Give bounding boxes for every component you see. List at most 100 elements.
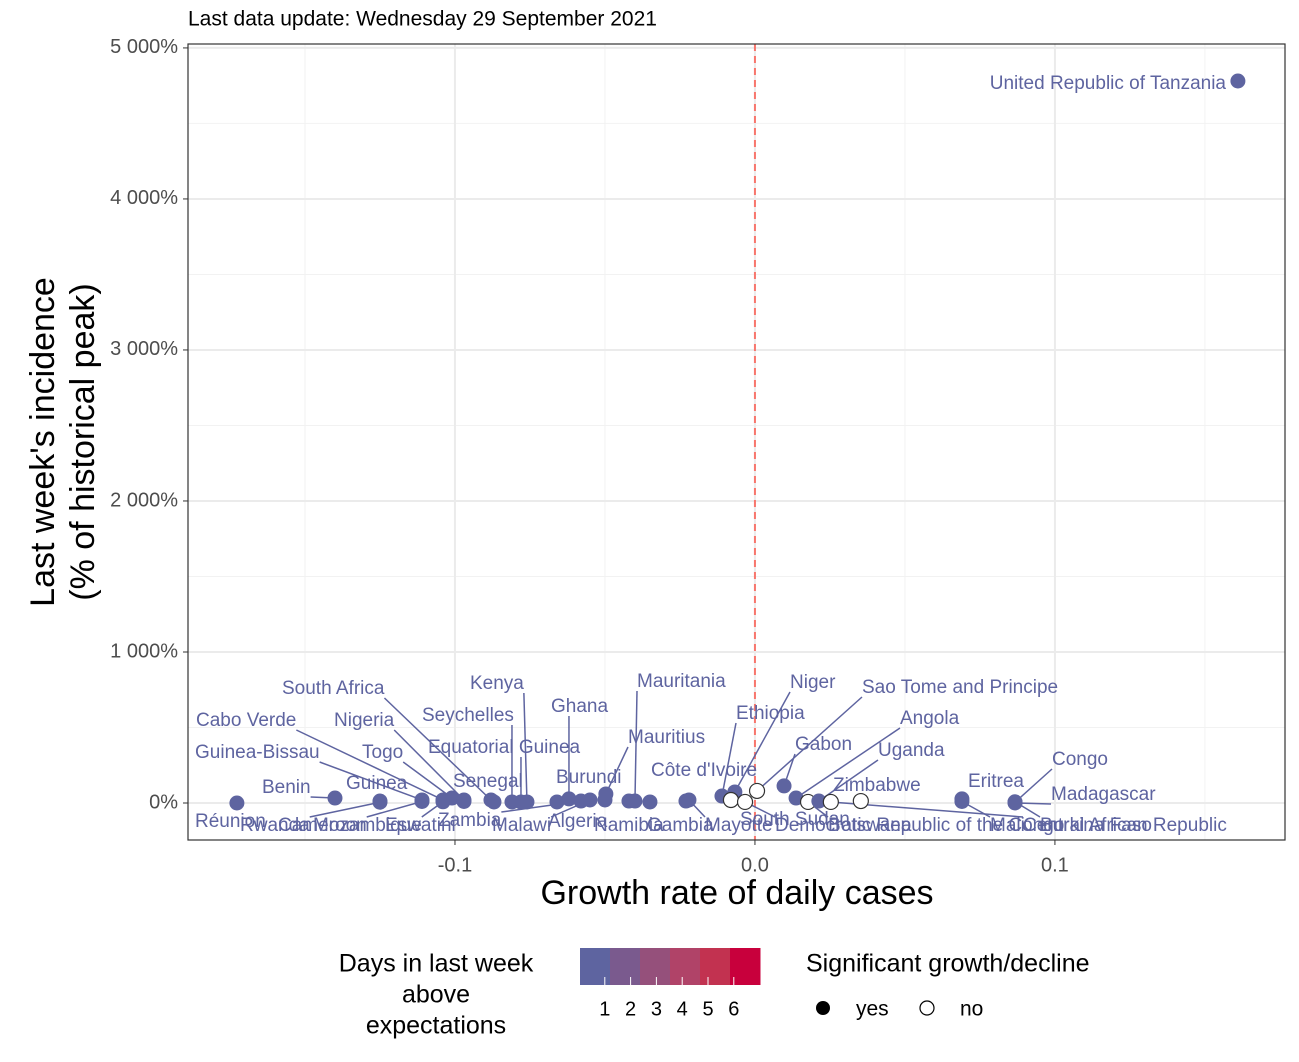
- point: [681, 792, 697, 808]
- point-label: Mali: [990, 815, 1025, 836]
- point-label: South Africa: [282, 678, 385, 699]
- leader-line: [383, 697, 492, 801]
- point-label: Zimbabwe: [833, 775, 921, 796]
- x-axis-title: Growth rate of daily cases: [540, 874, 933, 912]
- legend-tick-label: 2: [625, 998, 636, 1020]
- legend-label: yes: [856, 998, 889, 1021]
- point: [788, 790, 804, 806]
- legend-label: no: [960, 998, 983, 1021]
- point-label: Rwanda: [240, 815, 310, 836]
- legend-tick-label: 6: [728, 998, 739, 1020]
- point-label: Réunion: [195, 811, 266, 832]
- point-label: Senegal: [453, 771, 523, 792]
- leader-line: [795, 727, 901, 799]
- point-label: Central African Republic: [1023, 815, 1227, 836]
- point: [229, 795, 245, 811]
- point-label: Ghana: [551, 696, 608, 717]
- point-label: Mozambique: [313, 815, 422, 836]
- legend-title: Days in last week: [339, 950, 534, 978]
- y-axis-title: Last week's incidence: [24, 277, 62, 607]
- point: [372, 794, 388, 810]
- point: [748, 782, 766, 800]
- leader-line: [605, 746, 629, 795]
- legend-key: [816, 1001, 830, 1015]
- point-label: Botswana: [828, 815, 912, 836]
- leader-line: [393, 729, 465, 801]
- point-label: Guinea-Bissau: [195, 742, 320, 763]
- plot-border: [187, 43, 1286, 841]
- point-label: United Republic of Tanzania: [990, 73, 1227, 94]
- legend-color: [730, 948, 761, 985]
- subtitle: Last data update: Wednesday 29 September…: [188, 8, 657, 31]
- point-label: Equatorial Guinea: [428, 737, 581, 758]
- point-label: Burundi: [556, 767, 622, 788]
- point: [776, 778, 792, 794]
- point-label: Malawi: [492, 815, 551, 836]
- point-label: Democratic Republic of the Congo: [775, 815, 1064, 836]
- point-label: Angola: [900, 708, 960, 729]
- point-label: Burkina Faso: [1040, 815, 1152, 836]
- point-label: Namibia: [594, 815, 664, 836]
- point: [486, 794, 502, 810]
- point: [722, 791, 740, 809]
- x-tick-label: 0.1: [1041, 854, 1069, 876]
- y-tick-label: 5 000%: [110, 36, 178, 58]
- point-label: Uganda: [878, 740, 945, 761]
- point-label: Madagascar: [1051, 784, 1156, 805]
- legend-title: Significant growth/decline: [806, 950, 1090, 978]
- point-label: Mauritius: [628, 727, 705, 748]
- point-label: Eswatini: [385, 815, 456, 836]
- leader-line: [319, 761, 423, 801]
- point-label: Zambia: [438, 810, 502, 831]
- point-label: South Sudan: [740, 809, 850, 830]
- leader-line: [734, 691, 791, 793]
- point-label: Eritrea: [968, 771, 1024, 792]
- x-tick-label: -0.1: [438, 854, 472, 876]
- y-tick-label: 4 000%: [110, 187, 178, 209]
- y-tick-label: 1 000%: [110, 640, 178, 662]
- leader-line: [366, 800, 423, 818]
- point-label: Ethiopia: [736, 703, 805, 724]
- legend-tick-label: 3: [651, 998, 662, 1020]
- legend-title: expectations: [366, 1012, 506, 1040]
- point: [435, 794, 451, 810]
- point-label: Mayotte: [705, 815, 773, 836]
- point: [414, 793, 430, 809]
- point-label: Togo: [362, 742, 403, 763]
- leader-line: [756, 696, 863, 792]
- point-label: Gabon: [795, 734, 852, 755]
- point-label: Seychelles: [422, 705, 514, 726]
- point-label: Mauritania: [637, 671, 726, 692]
- point-label: Cabo Verde: [196, 710, 296, 731]
- legend-color: [670, 948, 701, 985]
- point: [736, 793, 754, 811]
- legend-tick-label: 5: [702, 998, 713, 1020]
- point: [549, 794, 565, 810]
- point-label: Cameroon: [278, 815, 367, 836]
- point-label: Congo: [1052, 749, 1108, 770]
- point: [811, 793, 827, 809]
- legend-color: [610, 948, 641, 985]
- y-axis-title: (% of historical peak): [64, 283, 102, 600]
- point-label: Nigeria: [334, 710, 395, 731]
- legend-tick-label: 4: [677, 998, 688, 1020]
- point: [1230, 73, 1246, 89]
- point: [852, 792, 869, 810]
- x-tick-label: 0.0: [741, 854, 769, 876]
- point-label: Kenya: [470, 673, 524, 694]
- point: [519, 794, 535, 810]
- point: [561, 791, 577, 807]
- point: [1007, 794, 1023, 810]
- leader-line: [721, 722, 737, 797]
- legend-color: [580, 948, 611, 985]
- point: [327, 790, 343, 806]
- legend-color: [640, 948, 671, 985]
- point: [954, 793, 970, 809]
- leader-line: [402, 761, 453, 799]
- leader-line: [523, 692, 528, 802]
- point: [598, 786, 614, 802]
- point-label: Côte d'Ivoire: [651, 760, 757, 781]
- legend-title: above: [402, 981, 470, 1009]
